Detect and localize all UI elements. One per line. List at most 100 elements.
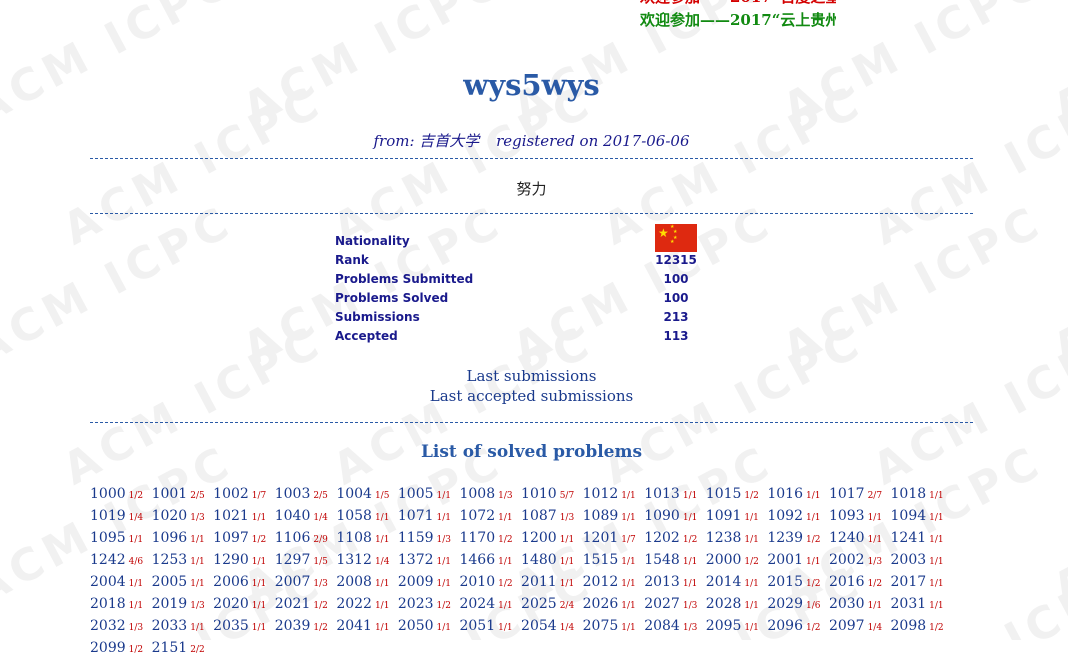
problem-link[interactable]: 1241 [890, 530, 927, 546]
problem-link[interactable]: 2006 [213, 574, 249, 590]
announcement-line-2[interactable]: 欢迎参加——2017“云上贵州 [640, 11, 836, 29]
problem-link[interactable]: 2029 [767, 596, 803, 612]
problem-link[interactable]: 1094 [890, 508, 927, 524]
problem-link[interactable]: 1515 [582, 552, 619, 568]
problem-link[interactable]: 2016 [828, 574, 865, 590]
problem-link[interactable]: 2014 [705, 574, 742, 590]
problem-link[interactable]: 2020 [213, 596, 249, 612]
problem-link[interactable]: 1466 [459, 552, 496, 568]
problem-link[interactable]: 1201 [582, 530, 619, 546]
problem-link[interactable]: 2032 [90, 618, 126, 634]
problem-link[interactable]: 1093 [828, 508, 865, 524]
problem-link[interactable]: 2028 [705, 596, 742, 612]
problem-link[interactable]: 1238 [705, 530, 742, 546]
problem-link[interactable]: 2021 [274, 596, 311, 612]
problem-link[interactable]: 1010 [521, 486, 557, 502]
problem-link[interactable]: 2012 [582, 574, 619, 590]
problem-link[interactable]: 2027 [644, 596, 680, 612]
problem-link[interactable]: 1090 [644, 508, 680, 524]
problem-link[interactable]: 2026 [582, 596, 619, 612]
problem-link[interactable]: 1012 [582, 486, 619, 502]
problem-link[interactable]: 1018 [890, 486, 927, 502]
problem-link[interactable]: 2024 [459, 596, 496, 612]
problem-link[interactable]: 2151 [151, 640, 188, 656]
problem-link[interactable]: 1095 [90, 530, 126, 546]
problem-link[interactable]: 2007 [274, 574, 311, 590]
problem-link[interactable]: 1242 [90, 552, 126, 568]
problem-link[interactable]: 2010 [459, 574, 496, 590]
problem-link[interactable]: 1372 [397, 552, 434, 568]
problem-link[interactable]: 1170 [459, 530, 496, 546]
problem-link[interactable]: 1017 [828, 486, 865, 502]
problem-link[interactable]: 2033 [151, 618, 188, 634]
problem-link[interactable]: 2015 [767, 574, 803, 590]
problem-link[interactable]: 1096 [151, 530, 188, 546]
problem-link[interactable]: 2095 [705, 618, 742, 634]
problem-link[interactable]: 1091 [705, 508, 742, 524]
problem-link[interactable]: 1021 [213, 508, 249, 524]
problem-link[interactable]: 1092 [767, 508, 803, 524]
problem-link[interactable]: 1312 [336, 552, 372, 568]
problem-link[interactable]: 2002 [828, 552, 865, 568]
problem-link[interactable]: 1108 [336, 530, 372, 546]
problem-link[interactable]: 1016 [767, 486, 803, 502]
problem-link[interactable]: 1013 [644, 486, 680, 502]
problem-link[interactable]: 2099 [90, 640, 126, 656]
problem-link[interactable]: 2008 [336, 574, 372, 590]
problem-link[interactable]: 1097 [213, 530, 249, 546]
problem-link[interactable]: 2097 [828, 618, 865, 634]
problem-link[interactable]: 1240 [828, 530, 865, 546]
problem-link[interactable]: 2001 [767, 552, 803, 568]
problem-link[interactable]: 1297 [274, 552, 311, 568]
problem-link[interactable]: 1106 [274, 530, 311, 546]
problem-link[interactable]: 1239 [767, 530, 803, 546]
problem-link[interactable]: 2023 [397, 596, 434, 612]
problem-link[interactable]: 2019 [151, 596, 188, 612]
problem-link[interactable]: 1290 [213, 552, 249, 568]
problem-link[interactable]: 1005 [397, 486, 434, 502]
problem-link[interactable]: 2018 [90, 596, 126, 612]
announcement-line-1[interactable]: 欢迎参加——2017“百度之星 [640, 0, 836, 7]
problem-link[interactable]: 2051 [459, 618, 496, 634]
problem-link[interactable]: 2075 [582, 618, 619, 634]
problem-link[interactable]: 1019 [90, 508, 126, 524]
problem-link[interactable]: 2009 [397, 574, 434, 590]
last-accepted-submissions-link[interactable]: Last accepted submissions [429, 387, 634, 405]
problem-link[interactable]: 2096 [767, 618, 803, 634]
problem-link[interactable]: 1071 [397, 508, 434, 524]
problem-link[interactable]: 2003 [890, 552, 927, 568]
problem-link[interactable]: 2035 [213, 618, 249, 634]
problem-link[interactable]: 2098 [890, 618, 927, 634]
problem-link[interactable]: 1020 [151, 508, 188, 524]
announcement-marquee[interactable]: 欢迎参加——2017“百度之星 欢迎参加——2017“云上贵州 [640, 0, 836, 32]
problem-link[interactable]: 1001 [151, 486, 188, 502]
problem-link[interactable]: 1002 [213, 486, 249, 502]
problem-link[interactable]: 1058 [336, 508, 372, 524]
problem-link[interactable]: 1008 [459, 486, 496, 502]
problem-link[interactable]: 2030 [828, 596, 865, 612]
problem-link[interactable]: 1040 [274, 508, 311, 524]
problem-link[interactable]: 1089 [582, 508, 619, 524]
problem-link[interactable]: 2022 [336, 596, 372, 612]
problem-link[interactable]: 2004 [90, 574, 126, 590]
problem-link[interactable]: 1548 [644, 552, 680, 568]
problem-link[interactable]: 2031 [890, 596, 927, 612]
problem-link[interactable]: 2039 [274, 618, 311, 634]
problem-link[interactable]: 2000 [705, 552, 742, 568]
problem-link[interactable]: 1202 [644, 530, 680, 546]
problem-link[interactable]: 1087 [521, 508, 557, 524]
problem-link[interactable]: 2025 [521, 596, 557, 612]
problem-link[interactable]: 1015 [705, 486, 742, 502]
problem-link[interactable]: 2054 [521, 618, 557, 634]
problem-link[interactable]: 1004 [336, 486, 372, 502]
problem-link[interactable]: 2017 [890, 574, 927, 590]
problem-link[interactable]: 1480 [521, 552, 557, 568]
problem-link[interactable]: 2005 [151, 574, 188, 590]
problem-link[interactable]: 1159 [397, 530, 434, 546]
problem-link[interactable]: 2050 [397, 618, 434, 634]
problem-link[interactable]: 2041 [336, 618, 372, 634]
problem-link[interactable]: 2084 [644, 618, 680, 634]
problem-link[interactable]: 1000 [90, 486, 126, 502]
problem-link[interactable]: 2013 [644, 574, 680, 590]
problem-link[interactable]: 1072 [459, 508, 496, 524]
